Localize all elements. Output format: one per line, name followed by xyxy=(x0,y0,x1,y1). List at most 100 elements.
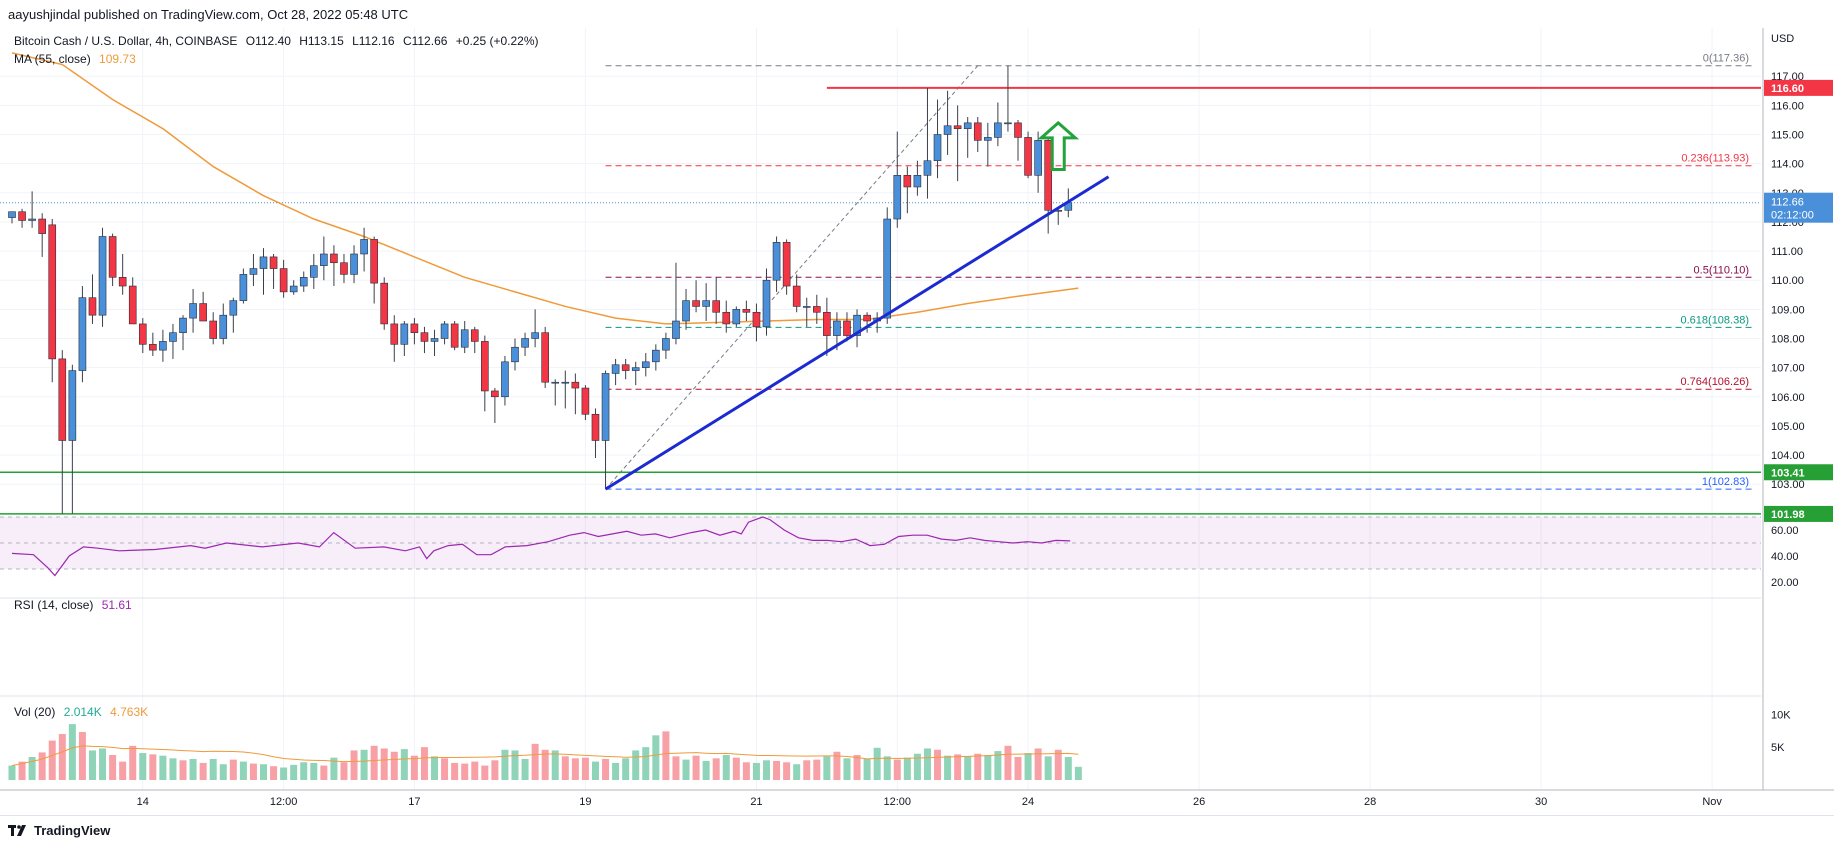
candle-body xyxy=(8,211,16,218)
volume-bar xyxy=(531,743,539,780)
volume-pane xyxy=(8,724,1082,780)
candle-body xyxy=(491,390,499,398)
candle-body xyxy=(501,361,509,398)
rsi-legend: RSI (14, close) 51.61 xyxy=(14,598,137,612)
horizontal-levels[interactable] xyxy=(0,86,1761,515)
volume-bar xyxy=(863,758,871,780)
candle-body xyxy=(299,277,308,287)
up-arrow-icon[interactable] xyxy=(1037,120,1080,171)
price-tick-label: 115.00 xyxy=(1771,130,1804,142)
candle-body xyxy=(1044,140,1052,211)
candle-body xyxy=(440,323,449,339)
candle-body xyxy=(641,361,650,368)
volume-bar xyxy=(934,749,942,780)
volume-bar xyxy=(139,753,147,780)
candle-body xyxy=(400,323,409,345)
price-axis[interactable]: USD117.00116.00115.00114.00113.00112.001… xyxy=(1762,28,1834,790)
rsi-tick-label: 60.00 xyxy=(1771,525,1799,537)
fib-level-label: 1(102.83) xyxy=(1702,476,1749,488)
price-level-tag-text: 103.41 xyxy=(1771,467,1805,479)
fib-level-label: 0.764(106.26) xyxy=(1681,376,1750,388)
candle-body xyxy=(209,320,217,339)
volume-bar xyxy=(612,762,620,780)
volume-bar xyxy=(149,754,157,780)
volume-bar xyxy=(1074,766,1082,780)
volume-bar xyxy=(833,751,841,780)
time-tick-label: 28 xyxy=(1364,796,1376,808)
candle-body xyxy=(48,224,57,360)
candle-body xyxy=(28,218,36,221)
volume-bar xyxy=(954,754,962,780)
volume-bar xyxy=(783,762,791,780)
volume-bar xyxy=(189,758,197,780)
volume-bar xyxy=(88,750,96,780)
volume-bar xyxy=(350,750,358,780)
volume-bar xyxy=(1004,745,1012,780)
candle-body xyxy=(752,311,761,328)
candle-body xyxy=(561,381,570,384)
volume-bar xyxy=(320,765,328,780)
moving-average-line xyxy=(11,52,1079,325)
price-level-tag xyxy=(1764,79,1833,96)
trendline[interactable] xyxy=(604,175,1110,491)
candle-body xyxy=(199,303,207,322)
volume-bar xyxy=(913,753,921,780)
candle-body xyxy=(169,332,177,342)
time-tick-label: 17 xyxy=(408,796,420,808)
time-tick-label: 21 xyxy=(750,796,762,808)
fibonacci-retracement[interactable]: 0(117.36) 0.236(113.93) 0.5(110.10) 0.618(1… xyxy=(605,53,1753,490)
volume-bar xyxy=(893,759,901,780)
volume-bar xyxy=(1054,749,1062,780)
time-tick-label: 19 xyxy=(579,796,591,808)
volume-bar xyxy=(742,762,750,780)
rsi-value: 51.61 xyxy=(101,598,132,612)
candle-body xyxy=(722,311,731,325)
candle-body xyxy=(88,297,97,316)
candle-body xyxy=(390,323,399,345)
volume-bar xyxy=(712,758,720,780)
candle-body xyxy=(883,218,892,319)
price-axis-background xyxy=(1763,28,1834,790)
candle-body xyxy=(601,373,610,441)
volume-bar xyxy=(330,757,338,780)
volume-bar xyxy=(994,751,1002,780)
candle-body xyxy=(511,346,519,363)
grid xyxy=(0,28,1761,790)
volume-bar xyxy=(873,747,881,780)
volume-bar xyxy=(692,755,700,780)
volume-bar xyxy=(249,763,257,780)
candle-body xyxy=(621,364,630,371)
last-price-text: 112.66 xyxy=(1771,197,1804,209)
volume-bar xyxy=(672,756,680,780)
candles xyxy=(8,65,1073,514)
volume-bar xyxy=(370,745,378,780)
rsi-line xyxy=(11,516,1071,577)
volume-bar xyxy=(28,757,36,780)
price-tick-label: 116.00 xyxy=(1771,100,1804,112)
volume-bar xyxy=(773,760,781,780)
candle-body xyxy=(823,311,831,336)
volume-bar xyxy=(964,756,972,780)
candle-body xyxy=(551,381,560,384)
volume-label: Vol (20) xyxy=(14,705,56,719)
candle-body xyxy=(943,125,952,135)
volume-bar xyxy=(813,759,821,780)
fib-anchor-line xyxy=(605,65,979,490)
volume-bar xyxy=(511,750,519,780)
price-tick-label: 104.00 xyxy=(1771,450,1805,462)
tradingview-logo[interactable]: TradingView xyxy=(8,823,110,838)
chart[interactable]: 0(117.36) 0.236(113.93) 0.5(110.10) 0.618(1… xyxy=(0,28,1834,815)
volume-tick-label: 5K xyxy=(1771,742,1785,754)
volume-value-1: 2.014K xyxy=(63,705,102,719)
volume-bar xyxy=(209,758,217,780)
volume-bar xyxy=(461,763,469,780)
volume-bar xyxy=(119,761,127,780)
volume-bar xyxy=(622,758,630,780)
volume-bar xyxy=(471,761,479,780)
candle-body xyxy=(913,175,922,188)
candle-body xyxy=(149,344,157,351)
volume-bar xyxy=(1024,753,1032,780)
candle-body xyxy=(662,338,670,351)
volume-bar xyxy=(360,749,368,780)
